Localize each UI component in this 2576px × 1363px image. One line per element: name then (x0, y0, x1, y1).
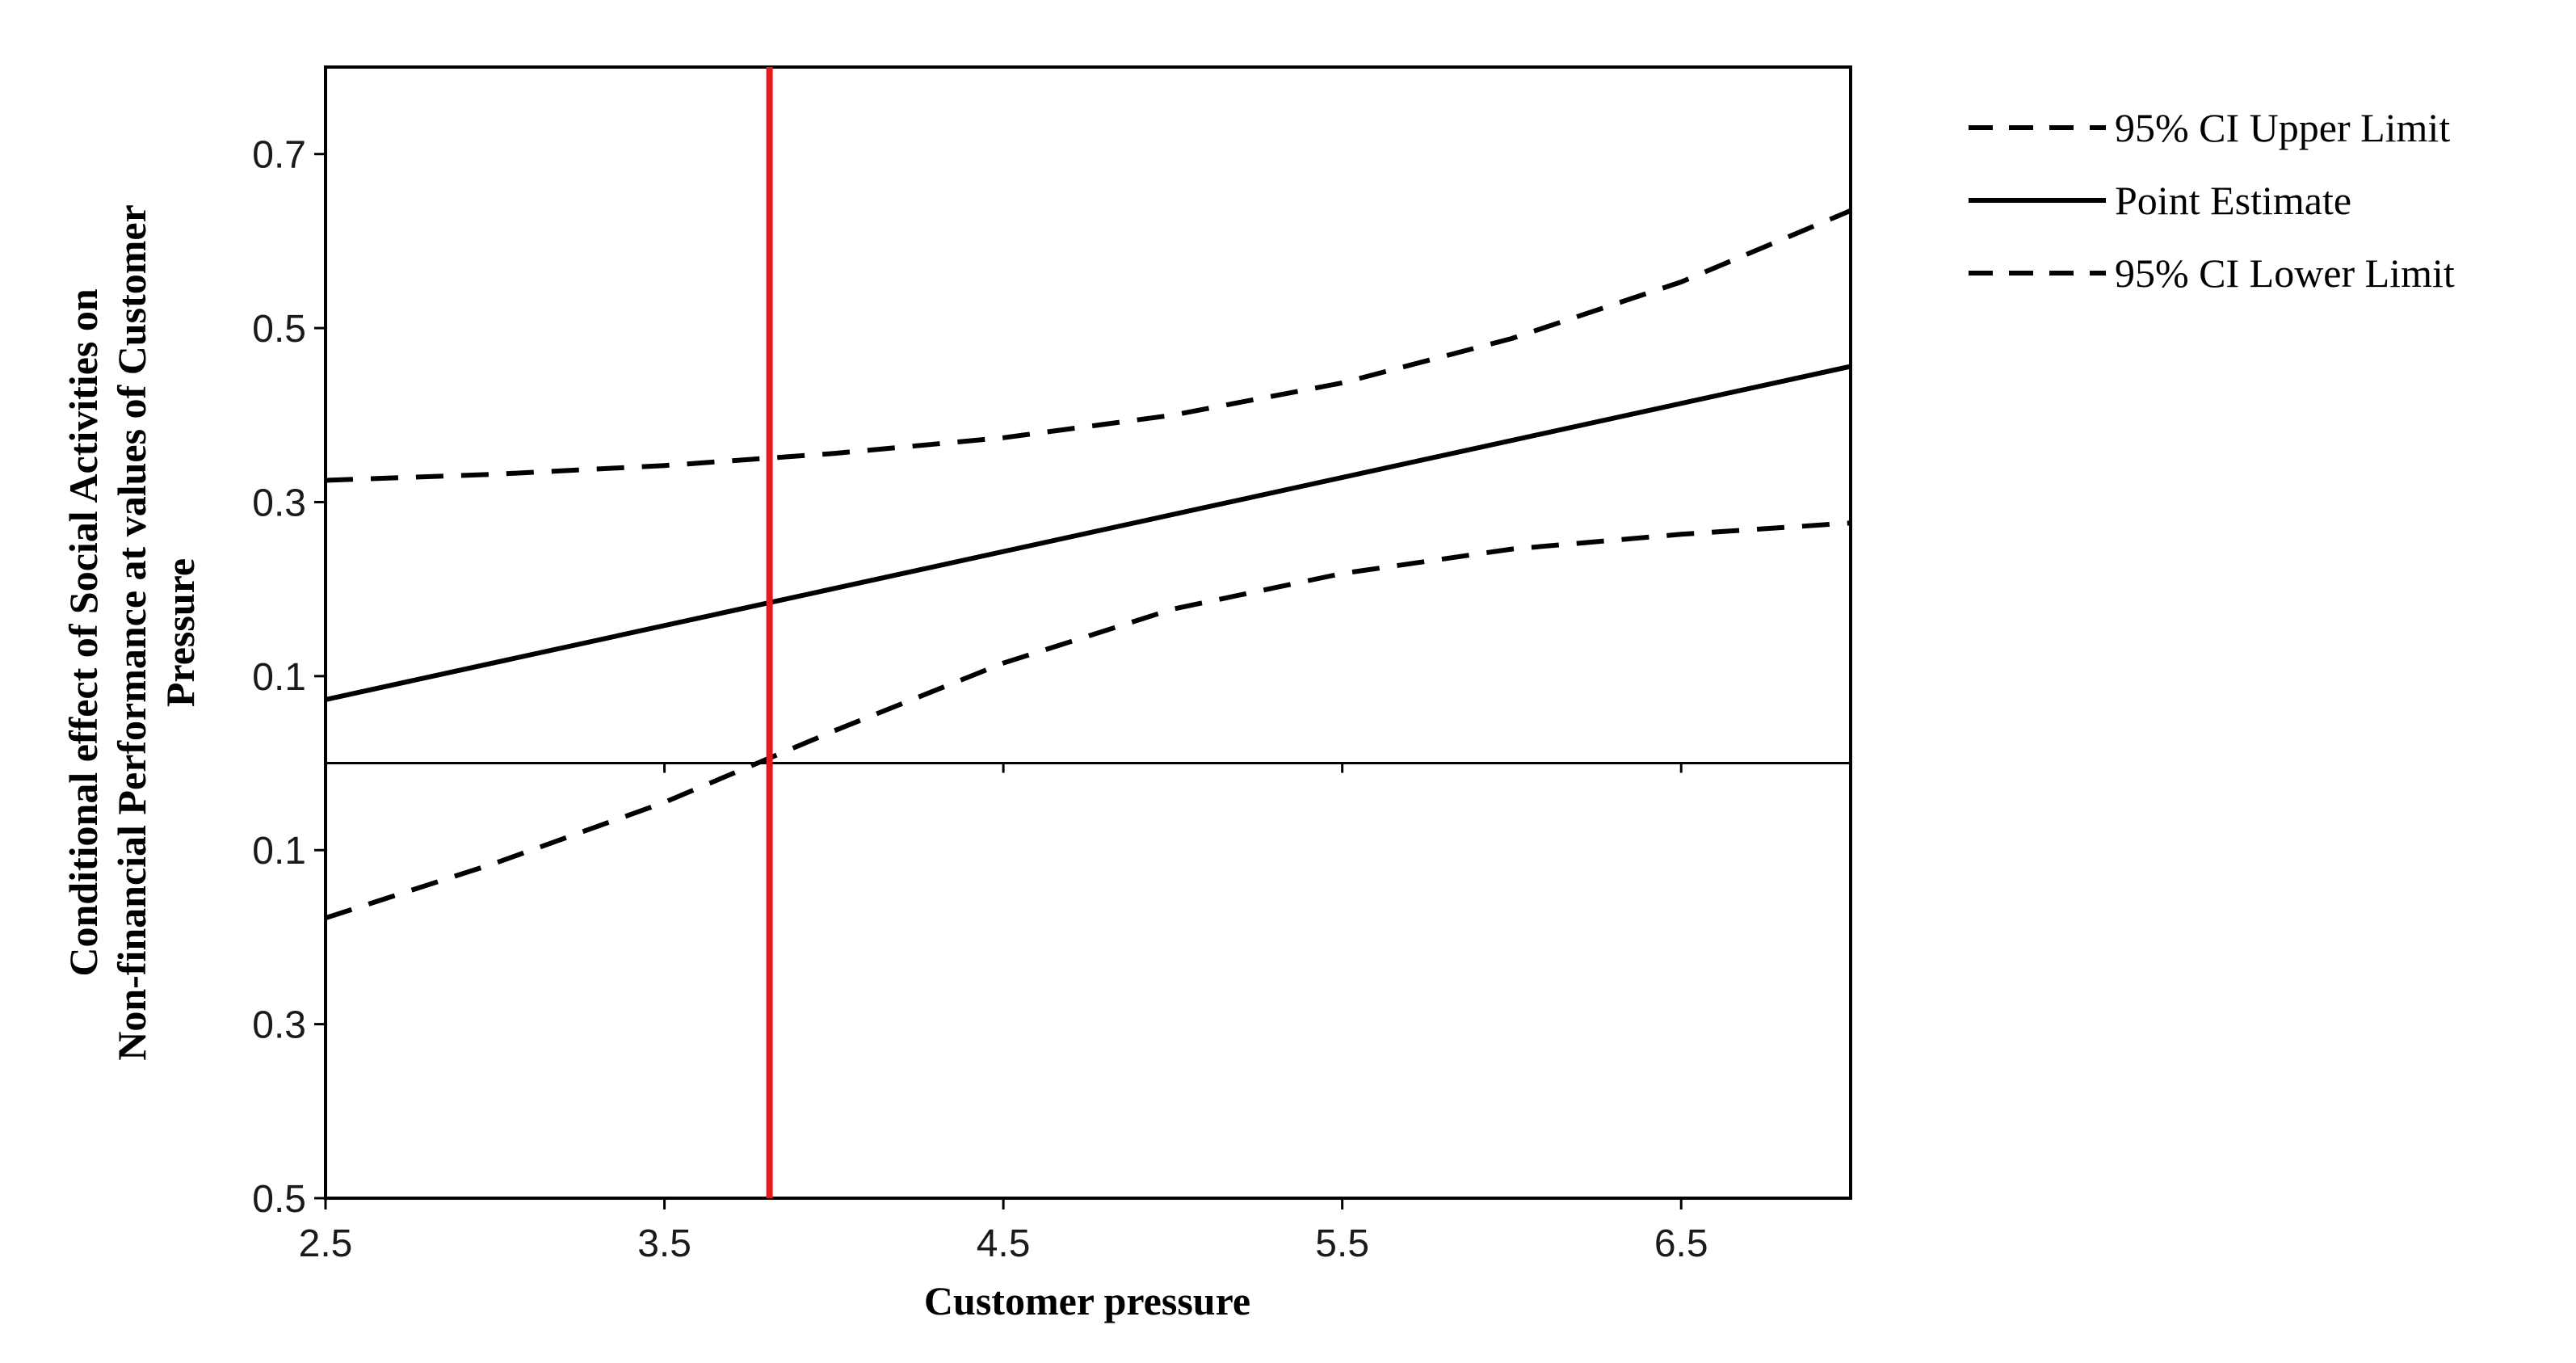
y-axis-title-line: Conditional effect of Social Activities … (61, 288, 106, 976)
legend-label: Point Estimate (2115, 178, 2351, 223)
series-line-95-ci-lower-limit (325, 520, 1851, 921)
y-axis-title: Conditional effect of Social Activities … (61, 204, 203, 1061)
y-axis-title-line: Non-financial Performance at values of C… (109, 204, 154, 1061)
legend: 95% CI Upper Limit Point Estimate 95% CI L… (1969, 105, 2455, 296)
y-tick-label: 0.5 (252, 1178, 306, 1221)
plot-frame (324, 65, 1852, 1200)
series-line-95-ci-upper-limit (325, 208, 1852, 483)
y-axis-title-line: Pressure (158, 558, 203, 707)
y-tick-label: 0.7 (252, 134, 306, 177)
legend-label: 95% CI Upper Limit (2115, 105, 2450, 150)
x-tick-label: 2.5 (299, 1222, 353, 1265)
x-tick-label: 4.5 (977, 1222, 1031, 1265)
y-tick-label: 0.5 (252, 308, 306, 351)
x-tick-label: 3.5 (637, 1222, 691, 1265)
x-axis-title: Customer pressure (924, 1278, 1250, 1323)
y-tick-label: 0.3 (252, 482, 306, 524)
plot-area: 0.70.50.30.10.10.30.52.5 3.5 4.5 5.5 6.5 (252, 65, 1852, 1265)
series-line-point-estimate (325, 364, 1851, 702)
y-tick-label: 0.1 (252, 656, 306, 699)
x-tick-label: 5.5 (1315, 1222, 1369, 1265)
y-tick-label: 0.1 (252, 830, 306, 873)
legend-label: 95% CI Lower Limit (2115, 250, 2455, 296)
y-tick-label: 0.3 (252, 1004, 306, 1047)
x-tick-label: 6.5 (1654, 1222, 1708, 1265)
